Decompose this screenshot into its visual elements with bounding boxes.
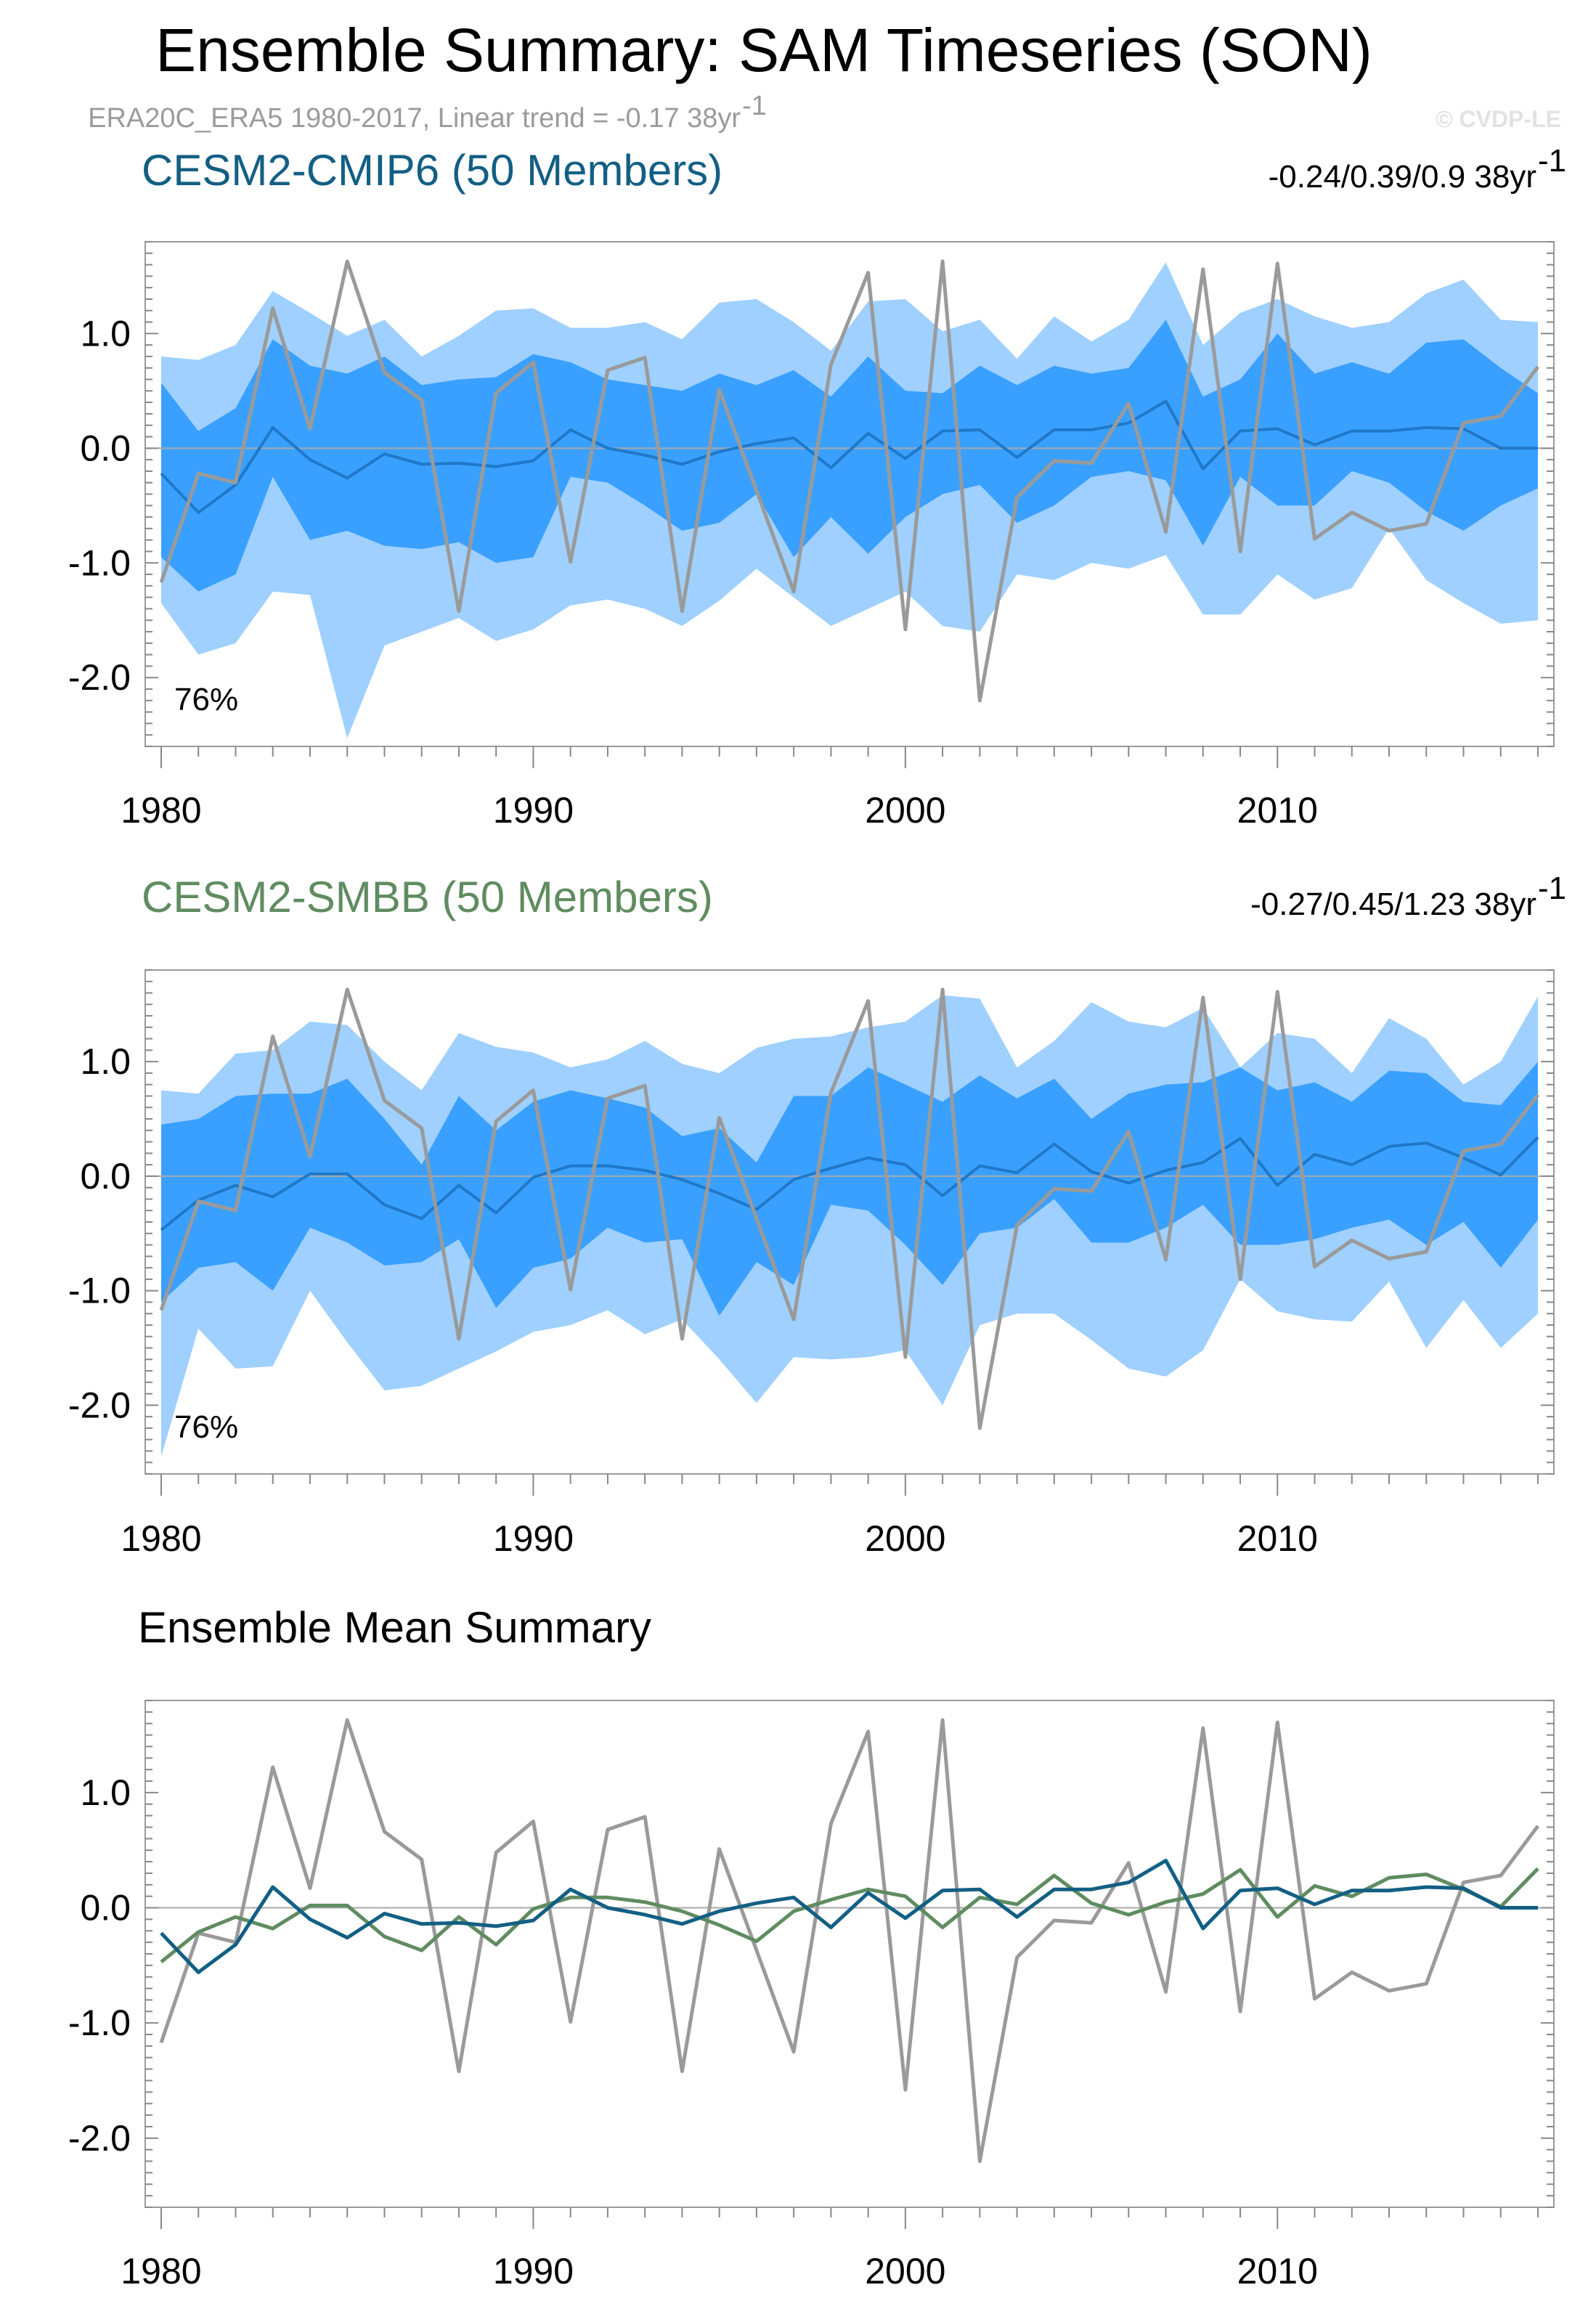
panel-stat-smbb: -0.27/0.45/1.23 38yr: [1250, 887, 1536, 922]
panel-stat-exponent-cmip6: -1: [1538, 143, 1566, 179]
ensemble-mean-line: [160, 1136, 1539, 1231]
panel-ensemble-mean: 1.0 0.0 -1.0 -2.0 1980 1990 2000 2010 Ensemble M…: [68, 1603, 1555, 2291]
credit-watermark: © CVDP-LE: [1436, 106, 1561, 132]
percent-label-smbb: 76%: [174, 1409, 238, 1445]
y-tick-label: 0.0: [80, 1888, 131, 1928]
y-tick-label: 1.0: [80, 313, 131, 354]
x-tick-label: 2010: [1237, 2251, 1318, 2291]
x-tick-label: 1990: [493, 2251, 574, 2291]
y-tick-label: 0.0: [80, 428, 131, 468]
y-tick-label: -1.0: [68, 1271, 131, 1311]
x-tick-label: 1990: [493, 1518, 574, 1559]
panel-title-smbb: CESM2-SMBB (50 Members): [142, 873, 713, 921]
panel-stat-cmip6: -0.24/0.39/0.9 38yr: [1269, 159, 1536, 195]
y-tick-label: 0.0: [80, 1156, 131, 1197]
chart-title: Ensemble Summary: SAM Timeseries (SON): [155, 16, 1372, 84]
x-tick-label: 1990: [493, 790, 574, 831]
panel-title-ensemble-mean: Ensemble Mean Summary: [138, 1603, 651, 1652]
x-tick-label: 2000: [865, 1518, 945, 1559]
x-tick-label: 2000: [865, 790, 945, 831]
x-tick-label: 2000: [865, 2251, 945, 2291]
y-tick-label: -2.0: [68, 657, 131, 698]
series-line-era20c-era5: [159, 1718, 1539, 2163]
chart-subtitle-exponent: -1: [742, 91, 767, 121]
y-tick-label: -2.0: [68, 1385, 131, 1425]
observed-line: [159, 987, 1539, 1430]
panel-stat-exponent-smbb: -1: [1538, 871, 1566, 906]
x-tick-label: 1980: [121, 2251, 201, 2291]
y-tick-label: -2.0: [68, 2118, 131, 2159]
y-tick-label: -1.0: [68, 2003, 131, 2043]
panel-title-cmip6: CESM2-CMIP6 (50 Members): [142, 146, 722, 195]
x-tick-label: 2010: [1237, 790, 1318, 831]
x-tick-label: 1980: [121, 1518, 201, 1559]
percent-label-cmip6: 76%: [174, 682, 238, 717]
y-tick-label: 1.0: [80, 1772, 131, 1813]
observed-line: [159, 259, 1539, 703]
plot-area-2: [145, 1700, 1554, 2207]
series-line-cesm2-smbb: [160, 1867, 1539, 1964]
x-tick-label: 1980: [121, 790, 201, 831]
panel-cesm2-smbb: 1.0 0.0 -1.0 -2.0 1980 1990 2000 2010 CESM2-SMBB…: [68, 871, 1566, 1559]
ensemble-mean-line: [160, 399, 1538, 514]
panel-cesm2-cmip6: 1.0 0.0 -1.0 -2.0 1980 1990 2000 2010 CESM2-CMIP…: [68, 143, 1566, 831]
chart-subtitle: ERA20C_ERA5 1980-2017, Linear trend = -0…: [88, 103, 741, 134]
y-tick-label: -1.0: [68, 542, 131, 583]
band-p10-p90: [161, 1062, 1538, 1316]
y-tick-label: 1.0: [80, 1041, 131, 1082]
x-tick-label: 2010: [1237, 1518, 1318, 1559]
series-line-cesm2-cmip6: [160, 1859, 1538, 1974]
